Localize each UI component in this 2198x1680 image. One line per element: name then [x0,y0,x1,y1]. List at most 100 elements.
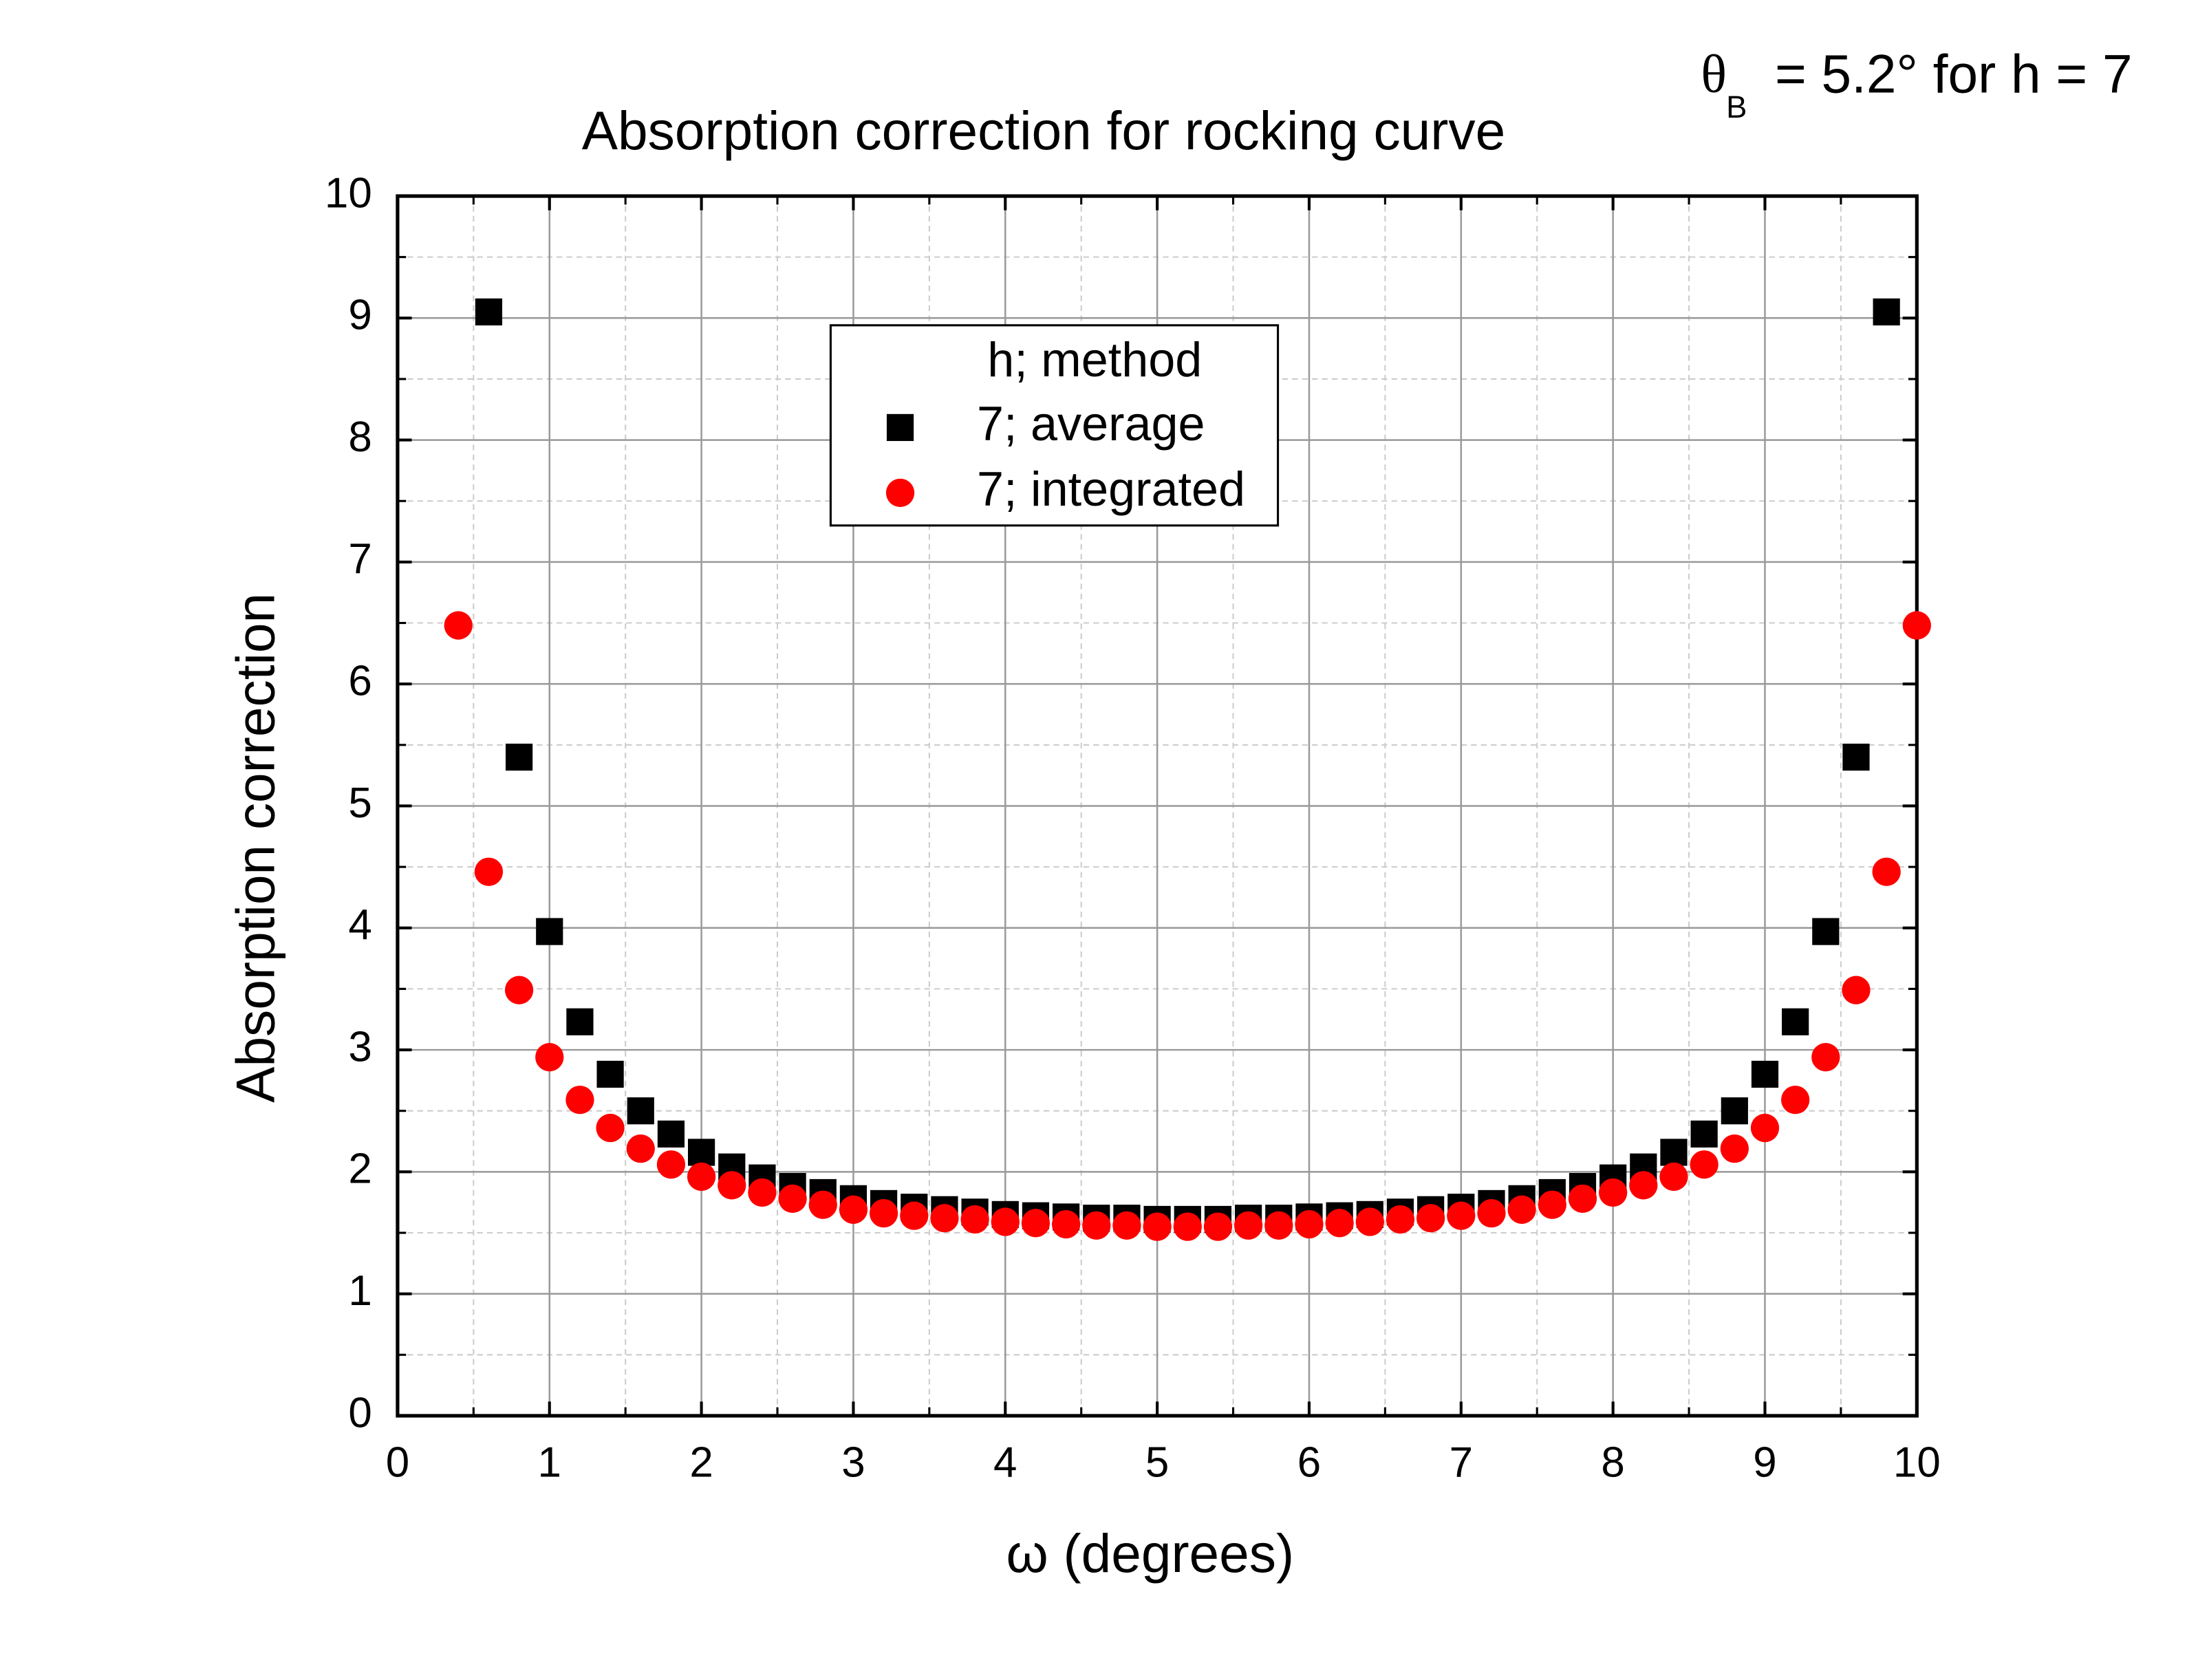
point [1112,1211,1141,1240]
point [627,1097,654,1125]
point [687,1139,715,1166]
point [1477,1198,1506,1228]
point [991,1207,1020,1236]
point [1325,1209,1354,1238]
point [687,1162,716,1192]
x-tick-label: 7 [1450,1439,1473,1487]
point [1203,1212,1233,1241]
point [1051,1209,1081,1239]
point [566,1008,594,1035]
point [504,976,534,1004]
point [1264,1211,1293,1240]
point [748,1178,777,1207]
annotation-symbol: θ [1701,44,1727,104]
point [505,743,533,771]
point [1872,857,1901,886]
y-axis-label: Absorption correction [225,593,285,1103]
x-tick-label: 0 [386,1439,409,1487]
x-tick-label: 4 [993,1439,1017,1487]
x-axis-label: ω (degrees) [1006,1523,1294,1584]
x-tick-label: 3 [841,1439,865,1487]
legend-swatch [886,413,914,442]
point [1447,1201,1476,1230]
point [1660,1139,1688,1166]
point [1538,1190,1566,1219]
legend-label: 7; integrated [977,462,1245,516]
x-tick-label: 2 [689,1439,713,1487]
point [960,1205,989,1234]
point [1295,1209,1324,1239]
point [656,1150,686,1179]
point [1629,1171,1658,1200]
y-tick-label: 5 [348,779,371,827]
y-tick-label: 0 [348,1389,371,1436]
point [839,1195,868,1224]
point [1842,743,1870,771]
point [718,1171,746,1200]
y-tick-label: 9 [348,292,371,339]
point [1021,1209,1050,1238]
legend-title: h; method [987,332,1202,387]
point [536,918,563,945]
point [1386,1205,1415,1234]
x-tick-label: 10 [1893,1439,1941,1487]
chart-title: Absorption correction for rocking curve [582,100,1505,161]
point [1873,298,1900,326]
y-tick-label: 10 [325,169,372,217]
point [596,1113,625,1143]
point [475,298,503,326]
point [869,1198,898,1228]
x-tick-label: 8 [1601,1439,1624,1487]
plot-area: 0 1 2 3 4 5 6 7 8 9 10 0 1 2 3 4 5 6 7 8 9 10 [325,169,1941,1486]
point [596,1060,624,1088]
point [900,1201,929,1230]
point [565,1086,594,1114]
y-tick-label: 7 [348,535,371,583]
point [474,857,504,886]
point [1355,1207,1384,1236]
point [1811,1043,1840,1072]
point [1690,1120,1718,1148]
point [535,1043,564,1072]
point [1416,1204,1445,1233]
point [1902,611,1931,640]
point [1173,1212,1202,1241]
legend-label: 7; average [977,396,1205,451]
legend-swatch [885,478,915,508]
point [1568,1184,1597,1213]
point [1690,1150,1718,1179]
point [930,1204,959,1233]
x-tick-label: 5 [1145,1439,1169,1487]
point [1781,1086,1810,1114]
annotation-subscript: B [1726,89,1747,125]
point [1233,1211,1263,1240]
y-tick-label: 6 [348,658,371,705]
y-tick-label: 2 [348,1145,371,1193]
point [808,1190,837,1219]
point [778,1184,807,1213]
point [1599,1178,1628,1207]
point [1082,1211,1111,1240]
point [1721,1097,1748,1125]
point [1507,1195,1536,1224]
annotation-text: = 5.2° for h = 7 [1775,43,2133,104]
x-tick-label: 9 [1753,1439,1776,1487]
point [1143,1212,1172,1241]
point [1782,1008,1809,1035]
y-tick-label: 8 [348,413,371,461]
point [1812,918,1840,945]
legend: h; method 7; average 7; integrated [829,324,1280,527]
point [1659,1162,1688,1192]
point [444,611,473,640]
x-tick-label: 1 [538,1439,561,1487]
x-tick-label: 6 [1297,1439,1321,1487]
point [626,1134,655,1163]
point [657,1120,685,1148]
y-tick-label: 4 [348,901,371,949]
point [1751,1060,1779,1088]
point [1750,1113,1780,1143]
y-tick-label: 1 [348,1267,371,1315]
